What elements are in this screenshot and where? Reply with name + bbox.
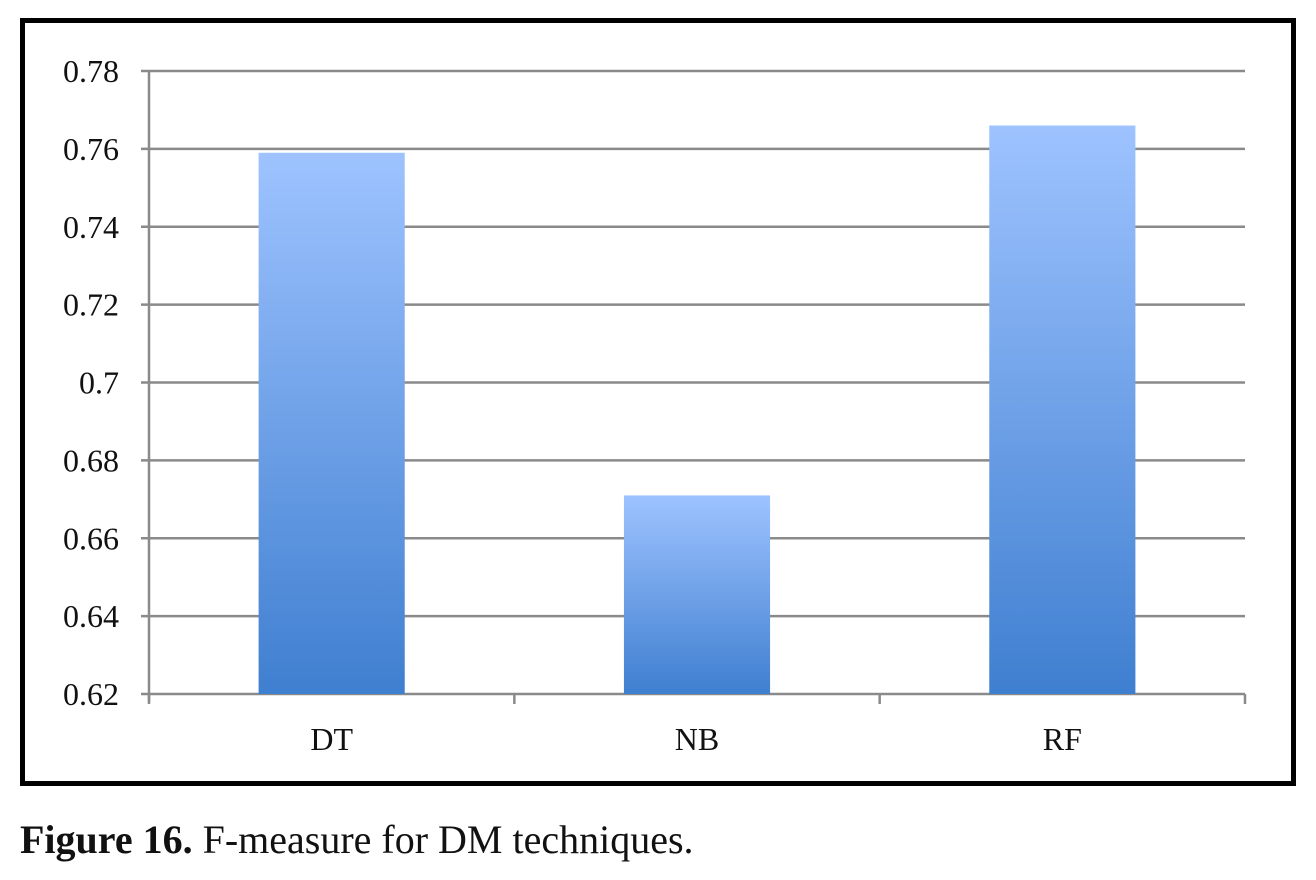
x-tick-label: NB (675, 721, 719, 757)
caption-label: Figure 16. (20, 817, 193, 862)
y-tick-label: 0.64 (63, 598, 119, 634)
y-tick-label: 0.66 (63, 520, 119, 556)
y-tick-label: 0.62 (63, 676, 119, 712)
y-tick-label: 0.74 (63, 209, 119, 245)
y-tick-label: 0.78 (63, 53, 119, 89)
y-tick-label: 0.76 (63, 131, 119, 167)
caption-text: F-measure for DM techniques. (202, 817, 694, 862)
x-tick-label: RF (1043, 721, 1082, 757)
bar-rf (989, 125, 1136, 694)
y-tick-label: 0.68 (63, 442, 119, 478)
figure-caption: Figure 16. F-measure for DM techniques. (20, 816, 694, 863)
y-tick-label: 0.7 (79, 365, 119, 401)
x-tick-label: DT (310, 721, 353, 757)
y-tick-label: 0.72 (63, 287, 119, 323)
bar-nb (623, 495, 771, 694)
bar-dt (258, 152, 405, 695)
chart-frame: 0.62 0.64 0.66 0.68 0.7 0.72 0.74 0.76 0.78 DT NB R… (20, 18, 1296, 786)
bar-chart: 0.62 0.64 0.66 0.68 0.7 0.72 0.74 0.76 0.78 DT NB R… (63, 53, 1247, 757)
